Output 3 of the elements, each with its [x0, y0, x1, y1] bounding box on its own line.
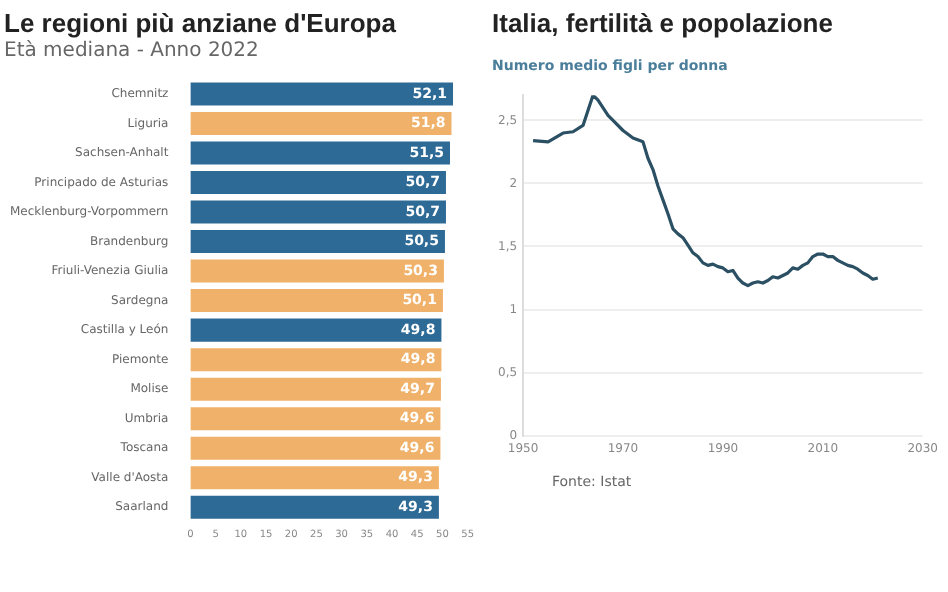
chart-subtitle: Età mediana - Anno 2022 [4, 40, 261, 62]
chart-title: Le regioni più anziane d'Europa [4, 8, 398, 38]
chart-title: Italia, fertilità e popolazione [492, 8, 835, 38]
